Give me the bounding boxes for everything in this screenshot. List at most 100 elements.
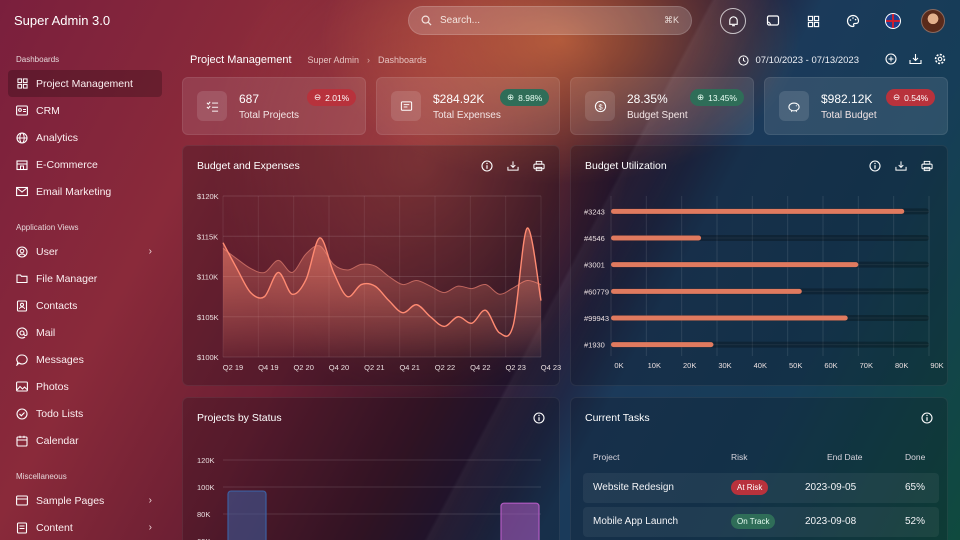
- cast-icon[interactable]: [760, 8, 786, 34]
- y-tick-label: 120K: [197, 456, 215, 465]
- printer-icon[interactable]: [533, 160, 545, 172]
- column-header-end-date[interactable]: End Date: [827, 452, 863, 462]
- column-header-project[interactable]: Project: [593, 452, 620, 462]
- contacts-icon: [16, 299, 28, 312]
- x-tick-label: Q4 20: [329, 363, 349, 372]
- palette-icon[interactable]: [840, 8, 866, 34]
- sidebar-item-project-management[interactable]: Project Management: [8, 70, 162, 97]
- user-avatar[interactable]: [920, 8, 946, 34]
- language-flag-icon[interactable]: [880, 8, 906, 34]
- breadcrumb-item[interactable]: Dashboards: [378, 55, 427, 65]
- info-icon[interactable]: [533, 412, 545, 424]
- sidebar-section-application-views: Application Views User › File Manager Con…: [0, 223, 170, 454]
- x-tick-label: Q2 21: [364, 363, 384, 372]
- card-title: Budget and Expenses: [197, 160, 300, 172]
- arrow-down-circle-icon: ⊖: [893, 92, 901, 102]
- bar: [611, 315, 848, 321]
- trend-value: 13.45%: [708, 92, 737, 103]
- sidebar-item-content[interactable]: Content ›: [8, 514, 162, 540]
- sidebar-item-photos[interactable]: Photos: [8, 373, 162, 400]
- breadcrumb-item[interactable]: Super Admin: [307, 55, 360, 65]
- sidebar-item-label: Sample Pages: [36, 494, 105, 507]
- column-header-done[interactable]: Done: [905, 452, 926, 462]
- sidebar-section-title: Miscellaneous: [16, 472, 67, 481]
- sidebar-item-label: File Manager: [36, 272, 98, 285]
- sidebar-item-contacts[interactable]: Contacts: [8, 292, 162, 319]
- gear-icon[interactable]: [934, 53, 946, 68]
- top-bar: Super Admin 3.0 Search... ⌘K: [0, 0, 960, 42]
- id-card-icon: [16, 105, 28, 117]
- x-tick-label: 80K: [895, 361, 908, 370]
- trend-value: 0.54%: [904, 92, 929, 103]
- column-header-risk[interactable]: Risk: [731, 452, 748, 462]
- stat-value: 687: [239, 91, 260, 106]
- budget-expenses-chart: $100K $105K $110K $115K $120K Q2 19 Q4 19 Q2 20…: [197, 192, 561, 372]
- stat-card-total-budget[interactable]: $982.12K Total Budget ⊖ 0.54%: [764, 77, 948, 135]
- trend-badge: ⊕ 13.45%: [690, 89, 744, 106]
- sidebar-item-calendar[interactable]: Calendar: [8, 427, 162, 454]
- sidebar-item-label: Contacts: [36, 299, 78, 312]
- app-title: Super Admin 3.0: [14, 13, 111, 28]
- download-icon[interactable]: [895, 160, 907, 172]
- mail-icon: [16, 186, 28, 198]
- risk-badge: On Track: [731, 514, 776, 529]
- x-tick-label: Q4 21: [399, 363, 419, 372]
- bar: [611, 342, 714, 348]
- image-icon: [16, 381, 28, 393]
- download-icon[interactable]: [507, 160, 519, 172]
- dollar-icon: $: [585, 91, 615, 121]
- sidebar-item-file-manager[interactable]: File Manager: [8, 265, 162, 292]
- stat-card-total-projects[interactable]: 687 Total Projects ⊖ 2.01%: [182, 77, 366, 135]
- category-label: #99943: [584, 314, 609, 323]
- sidebar-item-todo-lists[interactable]: Todo Lists: [8, 400, 162, 427]
- x-tick-label: Q2 22: [435, 363, 455, 372]
- printer-icon[interactable]: [921, 160, 933, 172]
- sidebar-item-label: Calendar: [36, 434, 79, 447]
- top-actions: [720, 8, 946, 34]
- projects-status-card: Projects by Status 120K 100K 80K 60K: [182, 397, 560, 540]
- bar: [500, 502, 540, 540]
- sidebar-item-messages[interactable]: Messages: [8, 346, 162, 373]
- stat-card-total-expenses[interactable]: $284.92K Total Expenses ⊕ 8.98%: [376, 77, 560, 135]
- stat-card-budget-spent[interactable]: $ 28.35% Budget Spent ⊕ 13.45%: [570, 77, 754, 135]
- trend-badge: ⊕ 8.98%: [500, 89, 550, 106]
- download-icon[interactable]: [909, 53, 922, 68]
- stat-label: Budget Spent: [627, 109, 688, 121]
- risk-badge: At Risk: [731, 480, 769, 495]
- info-icon[interactable]: [481, 160, 493, 172]
- stat-label: Total Projects: [239, 109, 300, 121]
- bell-icon[interactable]: [720, 8, 746, 34]
- sidebar-item-mail[interactable]: Mail: [8, 319, 162, 346]
- budget-utilization-chart: 0K 10K 20K 30K 40K 50K 60K 70K 80K 90K #3243 #4546 #…: [584, 196, 944, 370]
- series-line: [222, 227, 542, 337]
- task-project: Website Redesign: [593, 482, 674, 493]
- task-done: 52%: [905, 516, 926, 527]
- sidebar-item-analytics[interactable]: Analytics: [8, 124, 162, 151]
- search-input[interactable]: Search... ⌘K: [408, 6, 692, 35]
- date-range-picker[interactable]: 07/10/2023 - 07/13/2023: [738, 55, 859, 66]
- add-circle-icon[interactable]: [885, 52, 897, 68]
- sidebar-item-crm[interactable]: CRM: [8, 97, 162, 124]
- piggy-bank-icon: [779, 91, 809, 121]
- sidebar-item-label: Email Marketing: [36, 185, 112, 198]
- store-icon: [16, 159, 28, 171]
- info-icon[interactable]: [869, 160, 881, 172]
- series-line: [222, 245, 542, 295]
- chevron-right-icon: ›: [148, 522, 152, 533]
- sidebar-item-sample-pages[interactable]: Sample Pages ›: [8, 487, 162, 514]
- table-row[interactable]: Website Redesign At Risk 2023-09-05 65%: [583, 473, 939, 503]
- info-icon[interactable]: [921, 412, 933, 424]
- apps-grid-icon[interactable]: [800, 8, 826, 34]
- y-tick-label: 60K: [197, 537, 210, 540]
- arrow-up-circle-icon: ⊕: [507, 92, 515, 102]
- sidebar-item-label: Mail: [36, 326, 56, 339]
- table-row[interactable]: Mobile App Launch On Track 2023-09-08 52…: [583, 507, 939, 537]
- breadcrumb-separator: ›: [367, 55, 371, 65]
- sidebar-item-user[interactable]: User ›: [8, 238, 162, 265]
- trend-value: 2.01%: [325, 92, 350, 103]
- arrow-up-circle-icon: ⊕: [697, 92, 705, 102]
- at-icon: [16, 327, 28, 339]
- sidebar-item-email-marketing[interactable]: Email Marketing: [8, 178, 162, 205]
- stat-label: Total Budget: [821, 109, 877, 121]
- sidebar-item-e-commerce[interactable]: E-Commerce: [8, 151, 162, 178]
